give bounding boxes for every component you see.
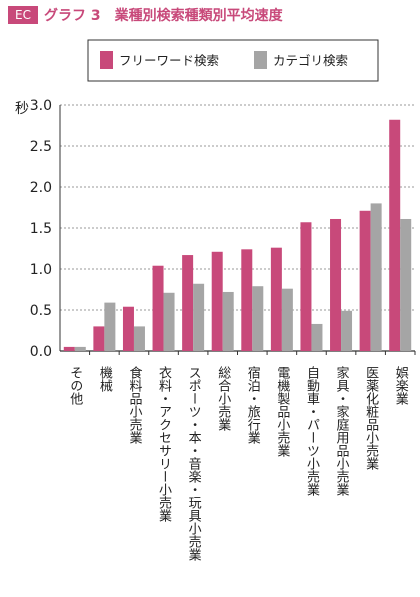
legend-swatch (100, 51, 113, 69)
bar-freeword (152, 265, 164, 351)
x-category-label: 機械 (97, 366, 113, 392)
bar-freeword (182, 255, 194, 351)
bar-freeword (93, 326, 105, 351)
bar-freeword (300, 222, 312, 351)
y-tick-label: 2.0 (30, 180, 52, 196)
x-category-label: その他 (67, 366, 83, 406)
x-category-label: 電機製品小売業 (274, 366, 290, 457)
bar-freeword (270, 247, 282, 351)
x-category-label: 自動車・パーツ小売業 (304, 366, 320, 496)
bar-category (400, 218, 412, 351)
bar-category (74, 346, 86, 351)
y-tick-label: 2.5 (30, 139, 52, 155)
bar-category (252, 286, 264, 351)
x-category-label: 家具・家庭用品小売業 (334, 365, 350, 496)
y-tick-label: 1.0 (30, 262, 52, 278)
bar-freeword (359, 210, 371, 351)
y-tick-label: 1.5 (30, 221, 52, 237)
bar-category (133, 326, 145, 351)
figure-number: グラフ 3 (43, 8, 101, 24)
bar-category (163, 292, 175, 351)
x-category-label: 総合小売業 (215, 366, 231, 431)
figure-header: EC グラフ 3 業種別検索種類別平均速度 (8, 5, 283, 25)
x-category-label: 宿泊・旅行業 (245, 365, 261, 444)
legend-label: カテゴリ検索 (273, 53, 348, 68)
y-tick-label: 0.5 (30, 303, 52, 319)
y-tick-label: 3.0 (30, 98, 52, 114)
bar-freeword (211, 251, 223, 351)
bar-category (104, 302, 116, 351)
bar-category (193, 283, 205, 351)
bar-category (341, 310, 353, 351)
bar-category (281, 288, 293, 351)
bar-freeword (389, 119, 401, 351)
legend-label: フリーワード検索 (119, 53, 219, 68)
bar-freeword (63, 346, 75, 351)
x-category-label: スポーツ・本・音楽・玩具小売業 (186, 366, 202, 561)
bar-category (311, 323, 323, 351)
chart-title: 業種別検索種類別平均速度 (114, 8, 283, 24)
bar-category (370, 203, 382, 351)
y-axis-label: 秒 (15, 101, 29, 117)
x-category-label: 医薬化粧品小売業 (363, 366, 379, 470)
x-category-label: 食料品小売業 (126, 365, 142, 444)
bar-category (222, 291, 234, 351)
bar-freeword (330, 218, 342, 351)
legend-swatch (254, 51, 267, 69)
y-tick-label: 0.0 (30, 344, 52, 360)
bar-freeword (241, 249, 253, 351)
ec-badge: EC (8, 6, 38, 24)
bar-freeword (122, 306, 134, 351)
x-category-label: 衣料・アクセサリー小売業 (156, 365, 172, 522)
legend-box (87, 39, 379, 82)
x-category-label: 娯楽業 (393, 366, 409, 405)
